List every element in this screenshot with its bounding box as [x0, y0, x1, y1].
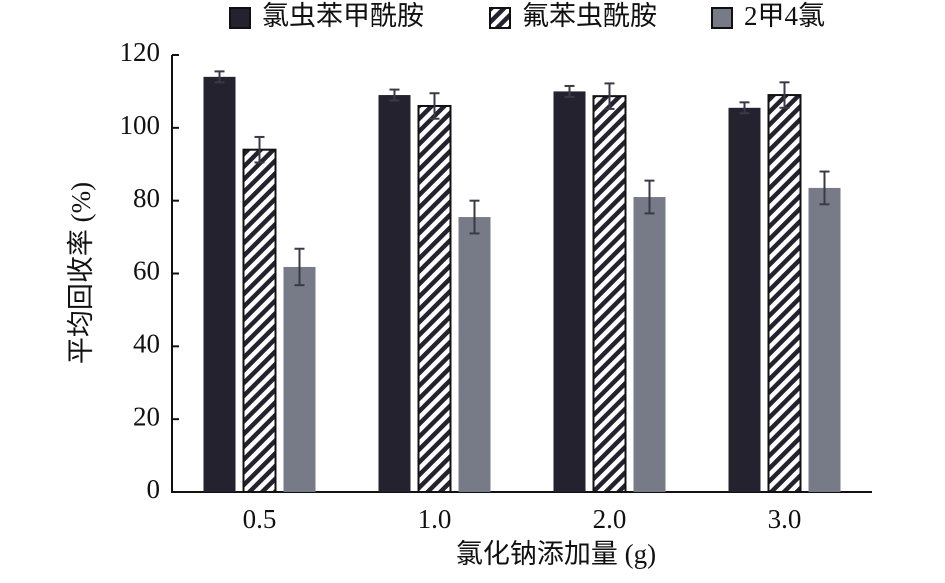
x-tick-label: 1.0 — [418, 504, 452, 534]
legend-swatch — [229, 7, 251, 29]
bar — [417, 104, 452, 493]
legend-swatch — [489, 7, 511, 29]
legend-label: 2甲4氯 — [744, 1, 825, 31]
x-axis-label: 氯化钠添加量 (g) — [456, 539, 656, 569]
bar — [592, 95, 627, 493]
bar — [553, 91, 586, 493]
bar — [242, 148, 277, 494]
bar — [767, 94, 802, 494]
y-tick-label: 120 — [120, 37, 161, 67]
y-tick-label: 100 — [120, 110, 161, 140]
x-tick-label: 3.0 — [768, 504, 802, 534]
bar — [378, 95, 411, 492]
bar — [458, 217, 491, 492]
bar — [283, 266, 316, 492]
bar — [203, 76, 236, 492]
legend-label: 氟苯虫酰胺 — [522, 1, 657, 31]
x-tick-label: 0.5 — [243, 504, 277, 534]
y-tick-label: 40 — [133, 329, 160, 359]
y-axis-label: 平均回收率 (%) — [66, 182, 96, 364]
legend-label: 氯虫苯甲酰胺 — [262, 1, 424, 31]
bar — [728, 107, 761, 492]
y-tick-label: 0 — [147, 474, 161, 504]
y-tick-label: 80 — [133, 183, 160, 213]
legend-swatch — [711, 7, 733, 29]
y-tick-label: 20 — [133, 401, 160, 431]
bar — [808, 187, 841, 492]
x-tick-label: 2.0 — [593, 504, 627, 534]
bar — [633, 197, 666, 492]
y-tick-label: 60 — [133, 256, 160, 286]
